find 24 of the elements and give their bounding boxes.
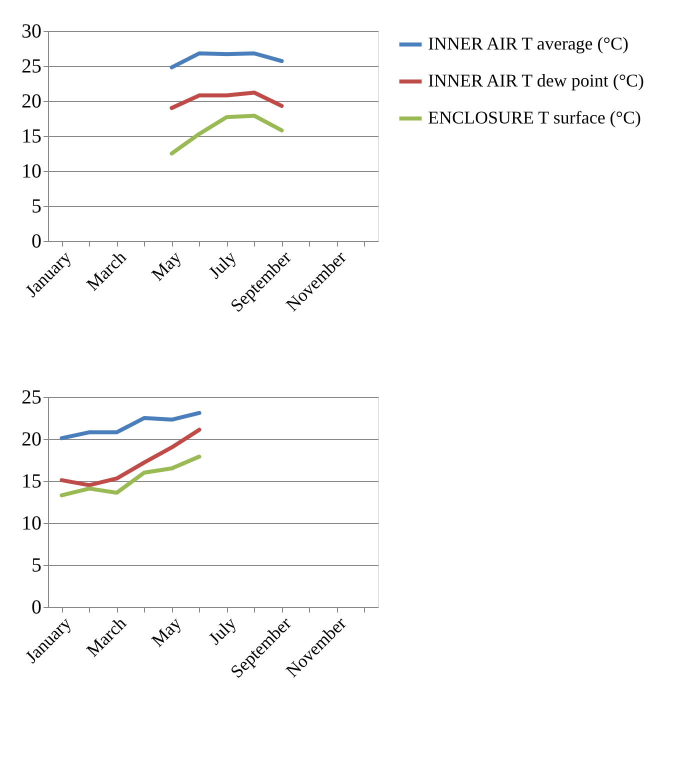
legend-label: INNER AIR T dew point (°C) bbox=[428, 70, 644, 90]
line-series bbox=[170, 90, 284, 110]
legend-label: ENCLOSURE T surface (°C) bbox=[428, 108, 642, 128]
y-tick-label: 15 bbox=[22, 126, 42, 148]
line-series bbox=[60, 428, 202, 488]
legend-label: INNER AIR T average (°C) bbox=[428, 34, 628, 54]
y-tick-label: 0 bbox=[32, 596, 42, 618]
y-tick-label: 20 bbox=[22, 90, 42, 112]
y-tick-label: 10 bbox=[22, 512, 42, 534]
y-tick-label: 20 bbox=[22, 428, 42, 450]
y-tick-label: 5 bbox=[32, 196, 42, 218]
y-tick-label: 15 bbox=[22, 470, 42, 492]
line-series bbox=[170, 51, 284, 70]
y-tick-label: 10 bbox=[22, 160, 42, 182]
y-tick-label: 5 bbox=[32, 554, 42, 576]
x-tick-label: May bbox=[148, 613, 185, 651]
x-tick-label: May bbox=[148, 247, 185, 285]
y-tick-label: 25 bbox=[22, 56, 42, 78]
y-tick-label: 0 bbox=[32, 230, 42, 252]
line-series bbox=[60, 410, 202, 440]
line-series bbox=[170, 114, 284, 156]
line-series bbox=[60, 454, 202, 498]
y-tick-label: 30 bbox=[22, 20, 42, 42]
y-tick-label: 25 bbox=[22, 386, 42, 408]
